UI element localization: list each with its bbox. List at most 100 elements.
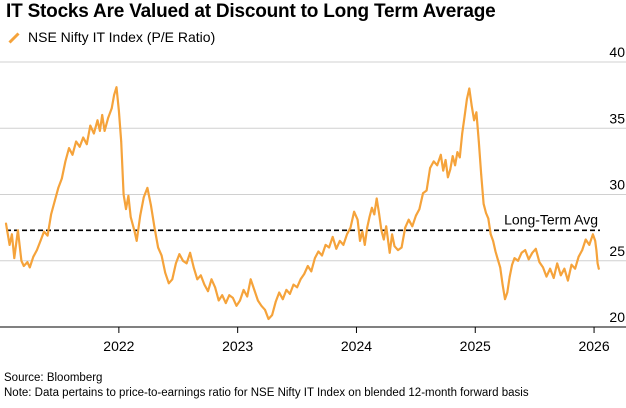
note-text: Note: Data pertains to price-to-earnings… [4, 387, 529, 399]
series-point-95 [324, 244, 327, 246]
legend-label: NSE Nifty IT Index (P/E Ratio) [28, 29, 216, 45]
series-point-5 [20, 259, 23, 262]
series-point-140 [458, 156, 461, 159]
series-point-17 [60, 177, 63, 180]
series-point-123 [407, 218, 410, 221]
series-point-44 [142, 196, 145, 199]
series-point-99 [338, 240, 341, 242]
series-point-2 [11, 233, 13, 236]
series-point-107 [363, 244, 366, 246]
series-point-138 [454, 164, 456, 167]
series-point-113 [378, 212, 380, 214]
series-point-84 [285, 289, 288, 291]
x-tick-label-3: 2025 [460, 338, 491, 354]
series-point-185 [592, 233, 594, 236]
series-point-153 [489, 233, 492, 236]
series-point-116 [385, 225, 388, 228]
series-point-14 [50, 213, 52, 216]
series-point-146 [473, 119, 475, 122]
source-text: Source: Bloomberg [4, 372, 103, 384]
series-point-86 [292, 283, 295, 286]
x-tick-label-4: 2026 [578, 338, 609, 354]
series-point-186 [594, 240, 597, 242]
series-point-174 [552, 277, 555, 279]
series-point-182 [581, 249, 584, 252]
series-point-74 [249, 278, 252, 281]
series-point-39 [127, 194, 130, 197]
series-point-130 [432, 160, 435, 163]
series-point-79 [267, 318, 270, 320]
series-point-18 [64, 160, 67, 163]
series-point-103 [353, 210, 355, 213]
series-point-15 [53, 200, 56, 203]
series-point-19 [68, 147, 70, 150]
series-point-97 [331, 236, 334, 238]
series-point-172 [545, 275, 548, 278]
series-point-34 [115, 86, 118, 89]
series-point-87 [296, 286, 298, 289]
series-point-147 [475, 111, 478, 114]
y-axis: 20 25 30 35 40 [609, 44, 625, 325]
series-point-124 [411, 225, 414, 228]
series-point-31 [107, 116, 110, 119]
series-point-1 [8, 244, 11, 246]
series-point-4 [17, 229, 19, 232]
x-tick-label-0: 2022 [103, 338, 134, 354]
y-tick-label-2: 30 [609, 177, 625, 193]
series-point-16 [57, 187, 60, 189]
series-point-57 [189, 251, 192, 254]
series-point-47 [153, 226, 156, 229]
x-tick-label-2: 2024 [341, 338, 372, 354]
chart-legend: NSE Nifty IT Index (P/E Ratio) [8, 29, 215, 45]
series-point-37 [122, 193, 125, 196]
series-point-159 [504, 298, 506, 301]
series-point-23 [82, 136, 85, 139]
series-point-65 [217, 299, 220, 302]
series-point-156 [496, 258, 499, 261]
series-point-30 [103, 130, 106, 132]
series-point-133 [442, 169, 445, 172]
series-point-81 [274, 300, 277, 303]
series-point-70 [235, 304, 238, 307]
series-point-155 [494, 250, 497, 253]
series-point-24 [85, 143, 88, 146]
series-point-48 [157, 246, 160, 249]
series-point-66 [221, 294, 224, 297]
series-point-88 [299, 278, 302, 281]
series-point-13 [46, 234, 49, 237]
series-point-49 [160, 254, 163, 257]
series-point-76 [257, 299, 259, 302]
series-point-0 [5, 222, 7, 225]
series-point-139 [456, 151, 459, 154]
series-point-150 [482, 202, 485, 205]
series-point-184 [588, 244, 591, 246]
series-point-154 [492, 240, 494, 242]
series-point-36 [120, 140, 123, 143]
series-point-170 [538, 261, 541, 263]
series-point-75 [253, 289, 256, 291]
series-point-63 [210, 278, 213, 281]
series-point-135 [447, 176, 449, 179]
series-point-40 [129, 216, 132, 218]
series-point-162 [511, 263, 513, 266]
legend-swatch-icon [8, 31, 20, 44]
series-point-121 [400, 246, 403, 249]
series-point-161 [508, 275, 511, 278]
series-point-169 [534, 247, 537, 250]
series-point-122 [404, 226, 407, 229]
series-point-92 [314, 257, 316, 259]
series-layer [4, 86, 600, 321]
series-point-120 [397, 249, 399, 252]
series-point-187 [595, 249, 598, 252]
series-point-108 [366, 226, 369, 229]
series-point-93 [317, 250, 320, 253]
series-line-0 [4, 86, 600, 321]
series-point-42 [135, 240, 138, 242]
series-point-109 [368, 216, 371, 218]
series-point-73 [246, 295, 249, 298]
series-point-115 [382, 238, 385, 241]
series-point-45 [146, 187, 149, 189]
series-point-125 [415, 214, 417, 217]
series-point-189 [597, 267, 600, 270]
